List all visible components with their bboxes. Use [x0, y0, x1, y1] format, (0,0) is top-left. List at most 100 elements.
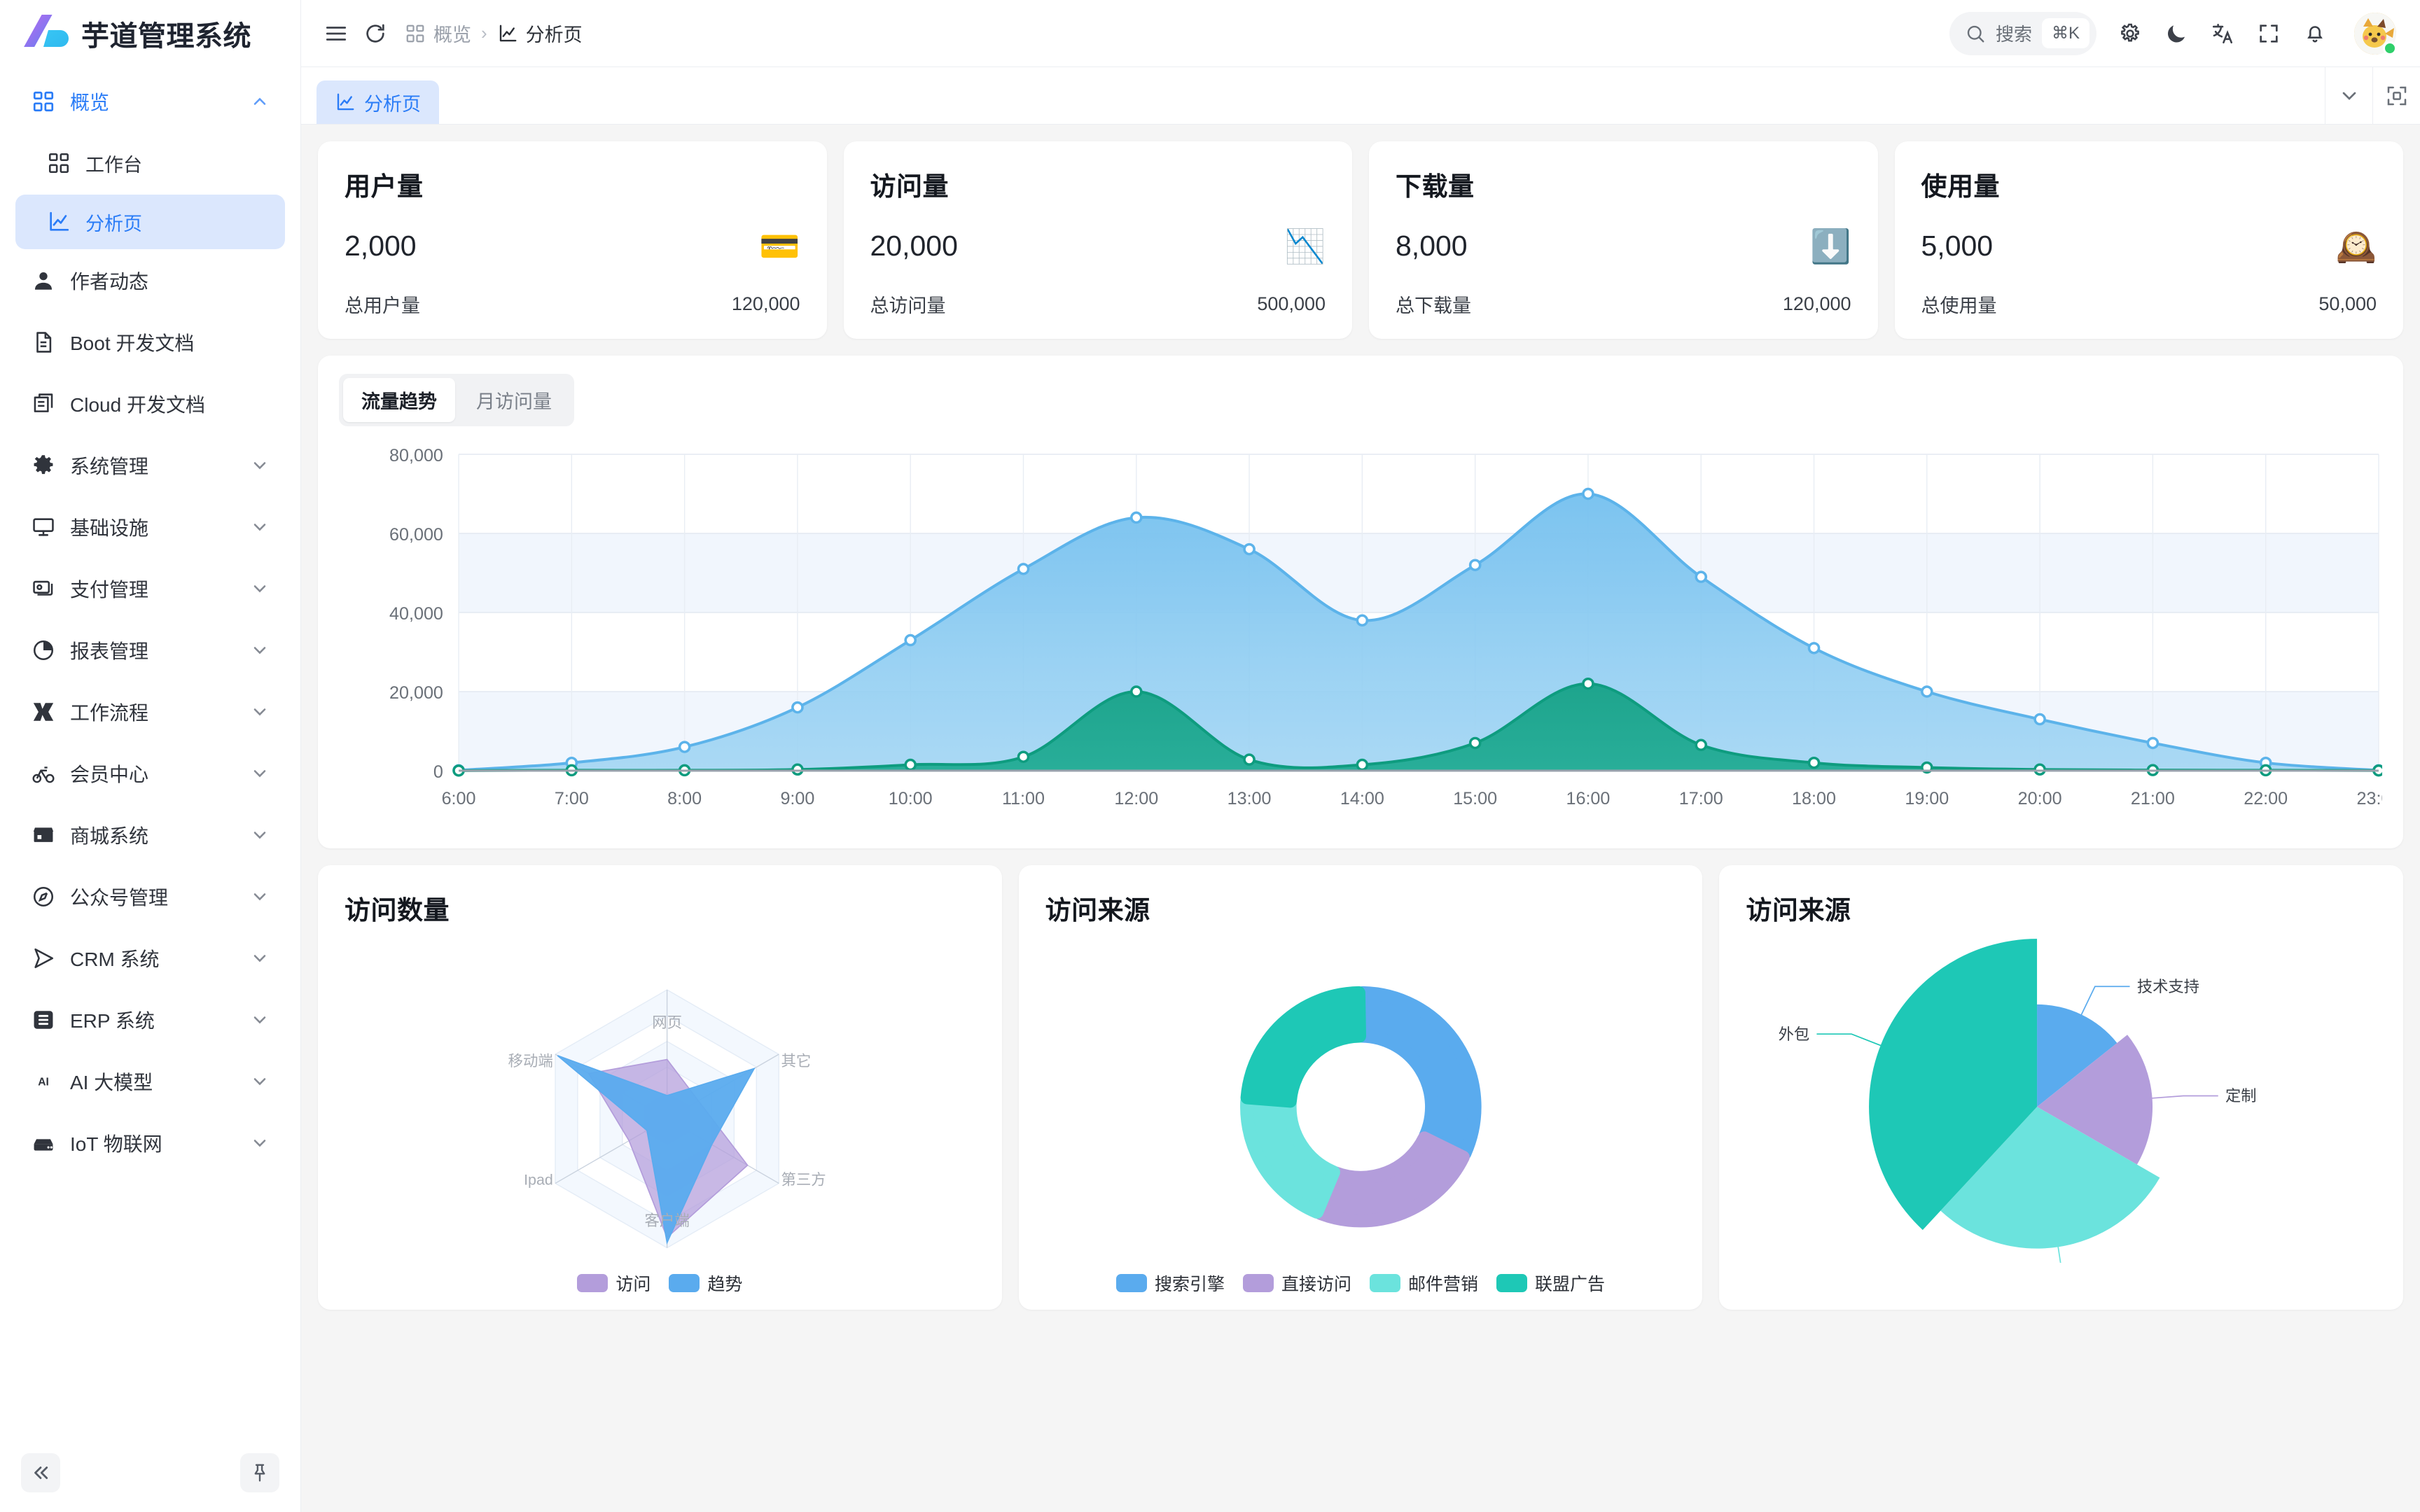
search-button[interactable]: 搜索 ⌘K	[1949, 11, 2096, 55]
sidebar-item-member[interactable]: 会员中心	[15, 746, 285, 801]
legend-item[interactable]: 联盟广告	[1496, 1270, 1605, 1296]
tabbar-actions	[2325, 67, 2420, 124]
sidebar-item-report[interactable]: 报表管理	[15, 623, 285, 678]
status-badge	[2383, 41, 2397, 55]
sidebar-item-analysis[interactable]: 分析页	[15, 195, 285, 249]
rose-title: 访问来源	[1746, 896, 1851, 925]
sidebar-item-infrastructure[interactable]: 基础设施	[15, 500, 285, 554]
sidebar-item-iot[interactable]: IoT 物联网	[15, 1116, 285, 1170]
sidebar-collapse-button[interactable]	[21, 1453, 60, 1492]
double-chevron-left-icon	[34, 1466, 48, 1479]
server-icon	[31, 1130, 56, 1156]
tab-analysis[interactable]: 分析页	[317, 80, 439, 124]
breadcrumb-item-overview[interactable]: 概览	[405, 20, 471, 47]
sidebar-item-label: 概览	[70, 92, 110, 113]
breadcrumb-item-analysis[interactable]: 分析页	[497, 20, 583, 47]
stat-foot-value: 500,000	[1257, 293, 1326, 314]
svg-text:21:00: 21:00	[2131, 789, 2175, 808]
avatar[interactable]	[2354, 12, 2397, 55]
sidebar-item-workbench[interactable]: 工作台	[15, 136, 285, 190]
stat-card-visits: 访问量 20,000 📉 总访问量 500,000	[843, 141, 1352, 339]
chevron-down-icon	[250, 948, 270, 968]
clock-icon: 🕰️	[2335, 227, 2377, 265]
breadcrumb-separator: ›	[481, 22, 487, 43]
stat-foot-value: 50,000	[2318, 293, 2377, 314]
legend-item[interactable]: 访问	[577, 1270, 651, 1296]
sidebar-pin-button[interactable]	[240, 1453, 279, 1492]
sidebar-item-label: AI 大模型	[70, 1072, 153, 1093]
stat-foot-label: 总用户量	[345, 295, 420, 316]
chevron-down-icon	[250, 887, 270, 906]
flag-icon	[31, 699, 56, 724]
segment-traffic-trend[interactable]: 流量趋势	[343, 378, 455, 422]
stat-card-users: 用户量 2,000 💳 总用户量 120,000	[318, 141, 827, 339]
fullscreen-icon[interactable]	[2249, 14, 2288, 53]
segment-monthly-visits[interactable]: 月访问量	[476, 391, 552, 412]
sidebar-item-overview[interactable]: 概览	[15, 74, 285, 129]
sidebar-item-ai[interactable]: AI AI 大模型	[15, 1054, 285, 1109]
chevron-down-icon	[250, 1133, 270, 1153]
sidebar-item-cloud-docs[interactable]: Cloud 开发文档	[15, 377, 285, 431]
sidebar-item-author-news[interactable]: 作者动态	[15, 253, 285, 308]
legend-item[interactable]: 直接访问	[1242, 1270, 1351, 1296]
rose-card: 访问来源 技术支持定制远程外包	[1719, 865, 2404, 1310]
legend-item[interactable]: 搜索引擎	[1115, 1270, 1225, 1296]
chevron-down-icon	[250, 456, 270, 475]
legend-swatch	[1115, 1274, 1147, 1292]
stat-foot-label: 总使用量	[1921, 295, 1997, 316]
bell-icon[interactable]	[2295, 14, 2335, 53]
stat-mid: 2,000 💳	[345, 230, 800, 262]
svg-text:14:00: 14:00	[1340, 789, 1384, 808]
trend-card: 流量趋势 月访问量 0 20,000 40,000 60,000 80,000 6:00 7…	[318, 356, 2403, 848]
sidebar-item-boot-docs[interactable]: Boot 开发文档	[15, 315, 285, 370]
tab-dropdown-button[interactable]	[2325, 67, 2372, 124]
grid-icon	[31, 89, 56, 114]
sidebar-item-label: 支付管理	[70, 579, 149, 601]
brand[interactable]: 芋道管理系统	[0, 0, 300, 67]
breadcrumb-label: 分析页	[525, 24, 583, 46]
chevron-down-icon	[250, 764, 270, 783]
topbar: 概览 › 分析页 搜索 ⌘K	[301, 0, 2420, 67]
svg-text:13:00: 13:00	[1228, 789, 1272, 808]
svg-text:20:00: 20:00	[2018, 789, 2062, 808]
sidebar-item-crm[interactable]: CRM 系统	[15, 931, 285, 986]
trend-segmented-control: 流量趋势 月访问量	[339, 374, 574, 426]
search-icon	[1967, 25, 1984, 42]
document-icon	[31, 330, 56, 355]
sidebar-footer	[0, 1445, 300, 1512]
chart-line-icon	[337, 93, 354, 111]
chevron-down-icon	[250, 1010, 270, 1030]
sidebar-item-workflow[interactable]: 工作流程	[15, 685, 285, 739]
gear-icon[interactable]	[2110, 14, 2150, 53]
legend-item[interactable]: 邮件营销	[1370, 1270, 1478, 1296]
svg-text:10:00: 10:00	[889, 789, 933, 808]
sidebar-item-erp[interactable]: ERP 系统	[15, 993, 285, 1047]
sidebar-nav: 概览 工作台	[0, 67, 300, 1445]
hamburger-icon[interactable]	[317, 14, 356, 53]
stat-value: 5,000	[1921, 230, 1994, 262]
chevron-up-icon	[250, 92, 270, 111]
sidebar-item-label: 公众号管理	[70, 887, 169, 909]
monitor-icon	[31, 514, 56, 540]
sidebar-item-mall[interactable]: 商城系统	[15, 808, 285, 862]
sidebar-item-label: 工作台	[85, 154, 142, 176]
sidebar-item-system[interactable]: 系统管理	[15, 438, 285, 493]
svg-text:16:00: 16:00	[1566, 789, 1610, 808]
translate-icon[interactable]	[2203, 14, 2242, 53]
expand-screen-icon	[2387, 86, 2406, 105]
svg-text:18:00: 18:00	[1792, 789, 1836, 808]
svg-text:技术支持: 技术支持	[2137, 978, 2199, 995]
pin-icon	[254, 1464, 265, 1482]
legend-item[interactable]: 趋势	[669, 1270, 742, 1296]
svg-text:11:00: 11:00	[1002, 789, 1045, 808]
refresh-icon[interactable]	[356, 14, 395, 53]
sidebar-item-payment[interactable]: 支付管理	[15, 561, 285, 616]
legend-swatch	[1496, 1274, 1528, 1292]
sidebar-item-label: ERP 系统	[70, 1010, 155, 1032]
content-fullscreen-button[interactable]	[2372, 67, 2420, 124]
donut-chart-svg	[1239, 986, 1482, 1228]
sidebar-item-mp[interactable]: 公众号管理	[15, 869, 285, 924]
legend-swatch	[669, 1274, 700, 1292]
moon-icon[interactable]	[2157, 14, 2196, 53]
sidebar-item-label: CRM 系统	[70, 948, 160, 970]
